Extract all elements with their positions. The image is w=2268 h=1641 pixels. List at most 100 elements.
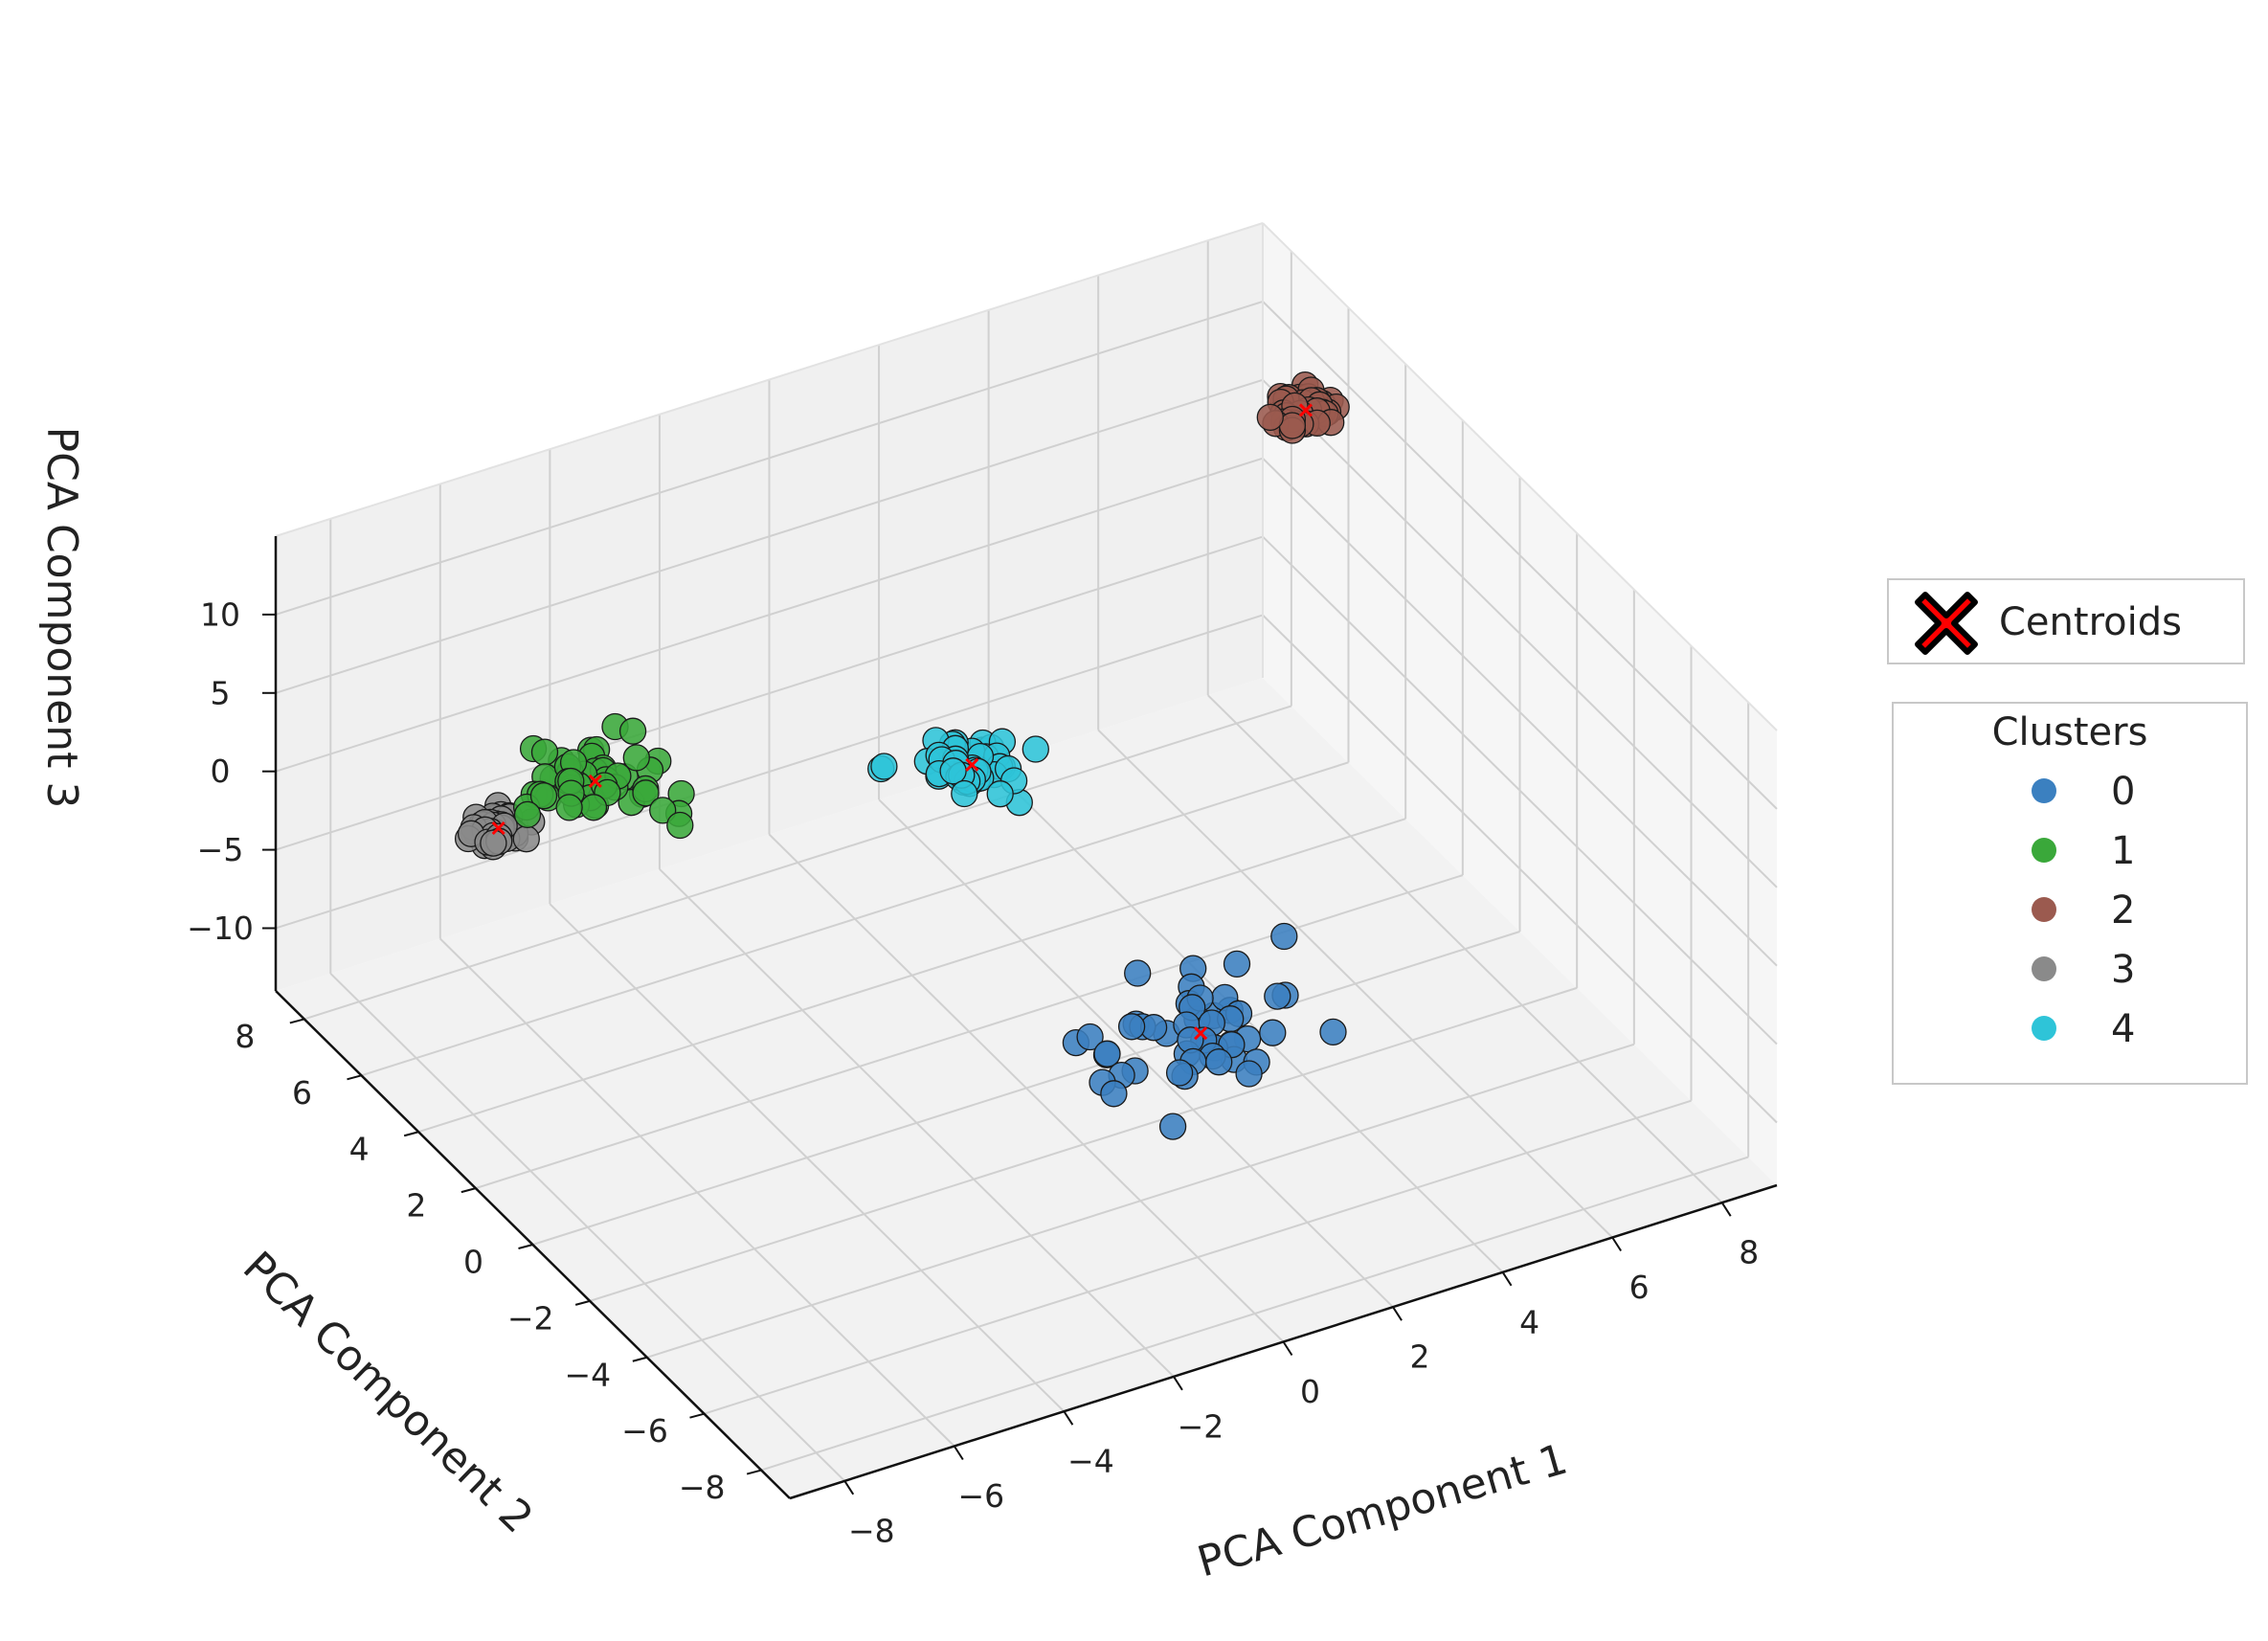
axis-panes — [276, 223, 1777, 1498]
x-tick-mark — [1392, 1306, 1403, 1321]
y-tick-mark — [632, 1356, 648, 1362]
x-tick-label: 2 — [1410, 1338, 1430, 1376]
z-axis-label: PCA Component 3 — [37, 427, 86, 809]
y-tick-mark — [746, 1469, 762, 1475]
centroid-marker — [1194, 1026, 1208, 1041]
data-point-cluster-1 — [666, 811, 694, 840]
x-tick-mark — [1720, 1202, 1732, 1217]
data-point-cluster-0 — [1259, 1019, 1287, 1046]
data-point-cluster-0 — [1158, 1113, 1187, 1140]
centroid-legend-label: Centroids — [1999, 600, 2182, 644]
centroid-marker — [491, 820, 505, 836]
data-point-cluster-3 — [480, 829, 507, 857]
centroid-marker — [1298, 403, 1313, 417]
legend-marker-cluster-2 — [2032, 897, 2056, 922]
data-point-cluster-4 — [939, 757, 967, 785]
legend-label-cluster-3: 3 — [2111, 948, 2135, 992]
grid-line-z-back-left — [275, 457, 1264, 773]
cluster-legend-frame — [1892, 702, 2248, 1085]
data-point-cluster-1 — [530, 738, 559, 766]
y-tick-mark — [518, 1244, 533, 1249]
legend-marker-cluster-1 — [2032, 838, 2056, 863]
legend-marker-cluster-3 — [2032, 956, 2056, 981]
y-tick-mark — [574, 1299, 591, 1306]
x-tick-label: −4 — [1067, 1443, 1114, 1480]
data-point-cluster-0 — [1205, 1048, 1233, 1076]
legend-label-cluster-2: 2 — [2111, 888, 2135, 933]
grid-line-y-floor — [704, 1099, 1692, 1415]
y-tick-label: −4 — [565, 1356, 612, 1393]
z-tick-label: −5 — [197, 831, 244, 868]
data-point-cluster-0 — [1165, 1059, 1194, 1087]
data-point-cluster-2 — [1256, 403, 1284, 432]
legend-marker-cluster-4 — [2032, 1016, 2056, 1041]
y-tick-label: 4 — [349, 1131, 370, 1168]
data-point-cluster-4 — [1022, 735, 1049, 763]
y-tick-label: 8 — [235, 1018, 255, 1055]
data-point-cluster-0 — [1124, 959, 1152, 987]
data-point-cluster-1 — [632, 779, 660, 807]
data-point-cluster-4 — [951, 779, 978, 808]
data-point-cluster-0 — [1117, 1013, 1146, 1041]
legend-label-cluster-4: 4 — [2111, 1007, 2135, 1051]
x-tick-label: −8 — [848, 1512, 895, 1549]
y-tick-mark — [289, 1018, 305, 1024]
data-point-cluster-0 — [1235, 1060, 1263, 1088]
centroid-marker — [965, 757, 979, 772]
x-tick-mark — [1173, 1376, 1183, 1391]
data-point-cluster-1 — [529, 782, 558, 810]
grid-line-z-back-left — [275, 300, 1264, 616]
y-tick-mark — [689, 1412, 705, 1419]
grid-line-z-back-left — [275, 535, 1264, 851]
centroid-legend: Centroids — [1887, 578, 2245, 664]
x-tick-mark — [1611, 1236, 1623, 1252]
scatter-points — [454, 371, 1350, 1140]
grid-line-z-back-right — [1262, 614, 1778, 1124]
x-tick-label: 0 — [1300, 1373, 1320, 1410]
grid-line-y-floor — [475, 874, 1464, 1190]
x-tick-label: −6 — [958, 1477, 1005, 1515]
x-tick-label: −2 — [1178, 1407, 1224, 1445]
grid-line-y-floor — [589, 986, 1578, 1302]
data-point-cluster-4 — [870, 753, 898, 780]
data-point-cluster-1 — [622, 744, 650, 772]
data-point-cluster-0 — [1264, 982, 1291, 1010]
x-tick-label: 4 — [1519, 1303, 1539, 1340]
y-tick-label: 0 — [463, 1244, 483, 1281]
data-point-cluster-0 — [1270, 922, 1298, 951]
z-tick-label: 5 — [211, 674, 231, 711]
data-point-cluster-1 — [649, 797, 677, 824]
y-tick-label: −8 — [679, 1469, 726, 1506]
cluster-legend: Clusters 0 1 2 3 4 — [1892, 702, 2248, 1085]
grid-line-z-back-right — [1262, 379, 1778, 888]
y-axis-label: PCA Component 2 — [234, 1243, 542, 1543]
z-tick-label: 0 — [211, 753, 231, 790]
grid-line-z-back-left — [275, 614, 1264, 930]
x-tick-mark — [843, 1480, 855, 1495]
x-tick-mark — [1063, 1410, 1074, 1426]
data-point-cluster-1 — [618, 717, 647, 745]
data-point-cluster-1 — [579, 794, 608, 821]
y-tick-label: 2 — [406, 1187, 426, 1225]
grid-line-y-floor — [303, 705, 1292, 1021]
cluster-legend-entries: 0 1 2 3 4 — [2032, 770, 2135, 1051]
grid-line-z-back-right — [1262, 301, 1778, 810]
x-marker-icon — [1915, 592, 1978, 655]
grid-line-y-floor — [646, 1043, 1635, 1359]
grid-line-z-back-right — [1262, 535, 1778, 1045]
x-tick-label: 6 — [1629, 1269, 1650, 1306]
y-tick-label: 6 — [292, 1074, 312, 1112]
data-point-cluster-0 — [1093, 1040, 1121, 1068]
data-point-cluster-0 — [1319, 1018, 1347, 1046]
z-tick-label: −10 — [187, 910, 254, 947]
grid-lines — [275, 222, 1778, 1482]
x-tick-mark — [953, 1445, 964, 1461]
y-tick-mark — [403, 1131, 419, 1137]
pane-edge — [275, 222, 1264, 537]
pane-edge — [1262, 222, 1778, 731]
y-tick-label: −6 — [621, 1412, 668, 1450]
y-tick-mark — [460, 1187, 477, 1194]
x-axis-label: PCA Component 1 — [1192, 1435, 1572, 1587]
centroid-marker — [588, 774, 602, 788]
